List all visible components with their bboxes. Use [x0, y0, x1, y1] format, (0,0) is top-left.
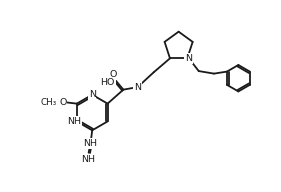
Text: N: N [72, 117, 79, 126]
Text: N: N [89, 90, 96, 99]
Text: NH: NH [83, 139, 97, 148]
Text: O: O [59, 98, 67, 107]
Text: NH: NH [67, 117, 81, 126]
Text: N: N [185, 54, 192, 63]
Text: HO: HO [100, 78, 115, 87]
Text: N: N [134, 83, 141, 92]
Text: CH₃: CH₃ [41, 98, 57, 107]
Text: O: O [110, 70, 117, 79]
Text: NH: NH [81, 155, 95, 164]
